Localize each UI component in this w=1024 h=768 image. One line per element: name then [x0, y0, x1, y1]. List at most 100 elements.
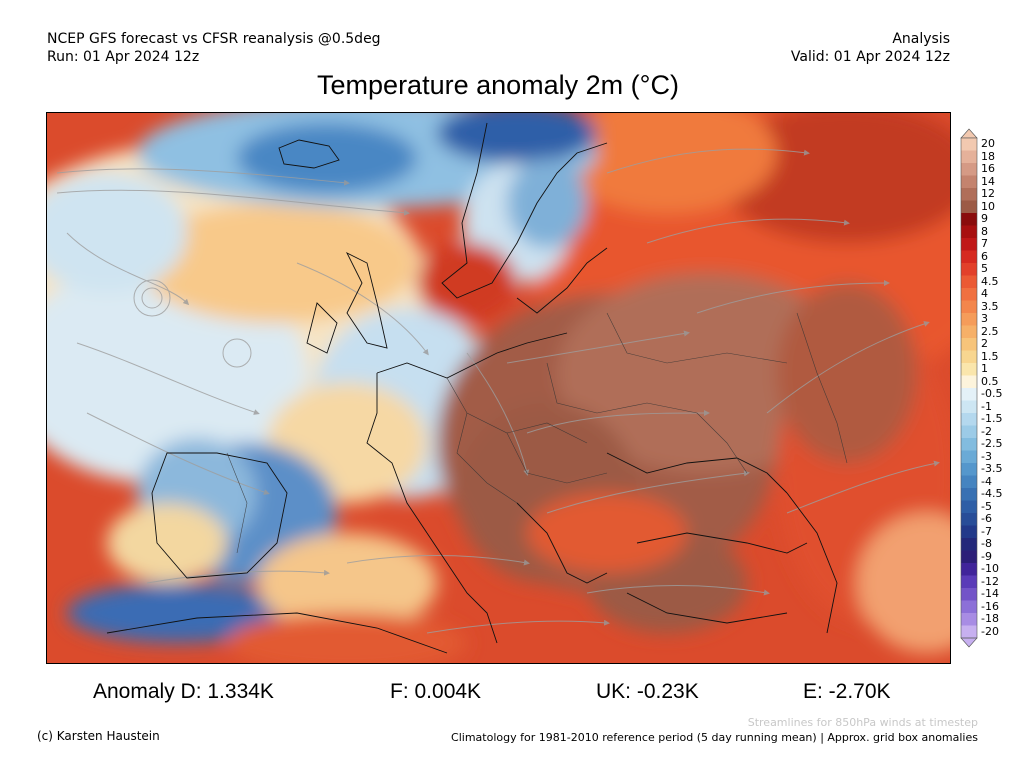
colorbar-label: -6: [981, 512, 992, 526]
colorbar-label: -2: [981, 424, 992, 438]
colorbar-label: -10: [981, 562, 999, 576]
colorbar-swatch: [961, 563, 977, 576]
colorbar-swatch: [961, 213, 977, 226]
colorbar-swatch: [961, 263, 977, 276]
colorbar-label: 4.5: [981, 274, 999, 288]
colorbar-swatch: [961, 175, 977, 189]
colorbar-label: -16: [981, 599, 999, 613]
colorbar-label: -9: [981, 549, 992, 563]
colorbar-label: -3.5: [981, 462, 1003, 476]
colorbar-label: -2.5: [981, 437, 1003, 451]
colorbar-swatch: [961, 325, 977, 339]
colorbar-max-arrow: [960, 128, 978, 139]
colorbar-graphic: [960, 128, 978, 648]
anomaly-field: [47, 113, 950, 663]
colorbar-swatch: [961, 363, 977, 376]
colorbar-label: -4: [981, 474, 992, 488]
colorbar-swatch: [961, 625, 977, 639]
climatology-note: Climatology for 1981-2010 reference peri…: [451, 731, 978, 744]
colorbar-swatch: [961, 475, 977, 489]
colorbar-swatch: [961, 300, 977, 314]
colorbar-label: 14: [981, 174, 995, 188]
colorbar-label: -5: [981, 499, 992, 513]
colorbar-label: 12: [981, 187, 995, 201]
colorbar-swatch: [961, 550, 977, 564]
colorbar-label: -8: [981, 537, 992, 551]
colorbar-label: -7: [981, 524, 992, 538]
colorbar-swatch: [961, 488, 977, 501]
colorbar-swatch: [961, 225, 977, 239]
colorbar-label: 9: [981, 212, 988, 226]
colorbar-swatch: [961, 188, 977, 201]
colorbar-swatch: [961, 375, 977, 389]
colorbar-label: -3: [981, 449, 992, 463]
streamlines: [56, 148, 940, 634]
colorbar-label: -20: [981, 624, 999, 638]
colorbar-swatch: [961, 438, 977, 451]
header-right: Analysis Valid: 01 Apr 2024 12z: [791, 30, 950, 66]
colorbar-swatch: [961, 575, 977, 589]
colorbar-label: -1: [981, 399, 992, 413]
colorbar-swatch: [961, 238, 977, 251]
analysis-label: Analysis: [892, 31, 950, 47]
colorbar-swatch: [961, 525, 977, 539]
colorbar-label: 5: [981, 262, 988, 276]
run-time: Run: 01 Apr 2024 12z: [47, 49, 200, 65]
colorbar-label: 0.5: [981, 374, 999, 388]
colorbar-label: 16: [981, 162, 995, 176]
header-left: NCEP GFS forecast vs CFSR reanalysis @0.…: [47, 30, 381, 66]
anomaly-uk: UK: -0.23K: [596, 680, 699, 703]
colorbar-label: 8: [981, 224, 988, 238]
colorbar-swatch: [961, 613, 977, 626]
anomaly-domain: Anomaly D: 1.334K: [93, 680, 274, 703]
copyright: (c) Karsten Haustein: [37, 729, 160, 743]
anomaly-europe: E: -2.70K: [803, 680, 891, 703]
colorbar-label: -12: [981, 574, 999, 588]
colorbar-swatch: [961, 138, 977, 151]
colorbar-swatch: [961, 163, 977, 176]
colorbar-swatch: [961, 538, 977, 551]
colorbar-label: 6: [981, 249, 988, 263]
colorbar-label: 1.5: [981, 349, 999, 363]
colorbar-label: 3: [981, 312, 988, 326]
colorbar-swatch: [961, 388, 977, 401]
colorbar: [960, 128, 978, 648]
colorbar-label: 20: [981, 137, 995, 151]
colorbar-swatch: [961, 513, 977, 526]
colorbar-swatch: [961, 338, 977, 351]
valid-time: Valid: 01 Apr 2024 12z: [790, 49, 950, 65]
colorbar-label: 7: [981, 237, 988, 251]
colorbar-swatch: [961, 200, 977, 214]
colorbar-swatch: [961, 250, 977, 264]
anomaly-france: F: 0.004K: [390, 680, 482, 703]
colorbar-label: 3.5: [981, 299, 999, 313]
colorbar-label: -0.5: [981, 387, 1003, 401]
coastlines: [106, 122, 838, 654]
colorbar-swatch: [961, 450, 977, 464]
colorbar-min-arrow: [960, 637, 978, 648]
colorbar-swatch: [961, 463, 977, 476]
country-borders: [226, 312, 848, 554]
colorbar-swatch: [961, 588, 977, 601]
map-title: Temperature anomaly 2m (°C): [317, 70, 679, 100]
colorbar-label: -1.5: [981, 412, 1003, 426]
colorbar-label: 10: [981, 199, 995, 213]
temperature-anomaly-map: [46, 112, 951, 664]
colorbar-swatch: [961, 425, 977, 439]
colorbar-label: 4: [981, 287, 988, 301]
colorbar-swatch: [961, 500, 977, 514]
model-description: NCEP GFS forecast vs CFSR reanalysis @0.…: [47, 31, 381, 47]
regional-anomalies: Anomaly D: 1.334K F: 0.004K UK: -0.23K E…: [0, 680, 1024, 706]
colorbar-label: 2: [981, 337, 988, 351]
colorbar-swatch: [961, 413, 977, 426]
colorbar-label: 18: [981, 149, 995, 163]
colorbar-label: 1: [981, 362, 988, 376]
streamlines-note: Streamlines for 850hPa winds at timestep: [747, 716, 978, 729]
colorbar-label: 2.5: [981, 324, 999, 338]
colorbar-swatch: [961, 150, 977, 164]
colorbar-swatch: [961, 350, 977, 364]
colorbar-swatch: [961, 600, 977, 614]
colorbar-swatch: [961, 275, 977, 289]
colorbar-label: -18: [981, 612, 999, 626]
colorbar-label: -4.5: [981, 487, 1003, 501]
